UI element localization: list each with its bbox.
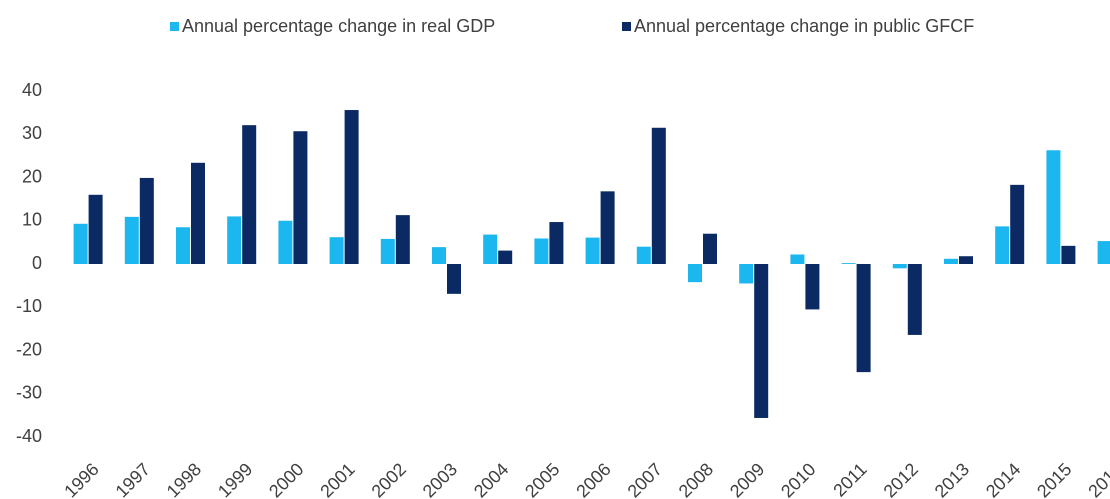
bar [293, 131, 308, 264]
legend-label: Annual percentage change in real GDP [182, 16, 495, 36]
bar [534, 238, 549, 264]
x-tick-label: 2014 [982, 459, 1024, 499]
bar [959, 256, 973, 264]
x-tick-label: 2011 [829, 459, 871, 499]
bar [892, 264, 907, 269]
bar [636, 246, 651, 264]
x-tick-label: 2003 [419, 459, 461, 499]
bar [549, 222, 564, 264]
x-tick-label: 2000 [265, 459, 307, 499]
bar [739, 264, 754, 284]
bar [703, 233, 717, 264]
bar [805, 264, 820, 310]
bar [600, 191, 615, 264]
bar [1010, 184, 1025, 264]
bar [1061, 245, 1076, 264]
y-tick-label: -20 [16, 339, 42, 359]
bar [395, 215, 410, 264]
bar [907, 264, 922, 335]
x-tick-label: 2006 [572, 459, 614, 499]
x-tick-label: 1996 [60, 459, 102, 499]
x-tick-label: 2007 [624, 459, 666, 499]
bar [329, 237, 344, 264]
x-tick-label: 1999 [214, 459, 256, 499]
bar [124, 216, 139, 264]
bar [944, 258, 958, 264]
bar [995, 226, 1010, 264]
bar [790, 254, 805, 264]
bar [585, 237, 600, 264]
x-tick-label: 1997 [112, 459, 154, 499]
legend-label: Annual percentage change in public GFCF [634, 16, 974, 36]
bar [841, 263, 856, 264]
x-tick-label: 2010 [777, 459, 819, 499]
x-tick-label: 1998 [163, 459, 205, 499]
x-tick-label: 2009 [726, 459, 768, 499]
y-tick-label: 0 [32, 253, 42, 273]
y-tick-label: -40 [16, 426, 42, 446]
bar [1097, 241, 1110, 264]
bar [1046, 150, 1061, 264]
bar [380, 238, 395, 264]
bar [856, 264, 871, 373]
x-tick-label: 2013 [931, 459, 973, 499]
x-tick-label: 2015 [1033, 459, 1075, 499]
bar [227, 216, 242, 264]
y-tick-label: 30 [22, 123, 42, 143]
bar [754, 264, 769, 418]
x-tick-label: 2004 [470, 459, 512, 499]
y-tick-label: -10 [16, 296, 42, 316]
bar [344, 110, 359, 264]
x-tick-label: 2005 [521, 459, 563, 499]
x-tick-label: 2008 [675, 459, 717, 499]
bar [139, 177, 154, 264]
bar [432, 247, 446, 264]
bar [498, 250, 513, 264]
x-tick-label: 2002 [368, 459, 410, 499]
bar [278, 220, 293, 264]
bar [73, 223, 88, 264]
y-tick-label: 20 [22, 166, 42, 186]
x-tick-label: 2016 [1084, 459, 1110, 499]
y-tick-label: 10 [22, 210, 42, 230]
y-tick-label: 40 [22, 80, 42, 100]
y-tick-label: -30 [16, 383, 42, 403]
legend-swatch [170, 22, 179, 31]
bar [688, 264, 702, 283]
bar [483, 234, 498, 264]
bar [88, 194, 103, 264]
bar [447, 264, 461, 294]
bar [176, 227, 190, 264]
legend-swatch [622, 22, 631, 31]
bar [651, 127, 666, 264]
x-tick-label: 2001 [316, 459, 358, 499]
bar [242, 125, 257, 264]
x-tick-label: 2012 [880, 459, 922, 499]
bar [191, 162, 205, 264]
